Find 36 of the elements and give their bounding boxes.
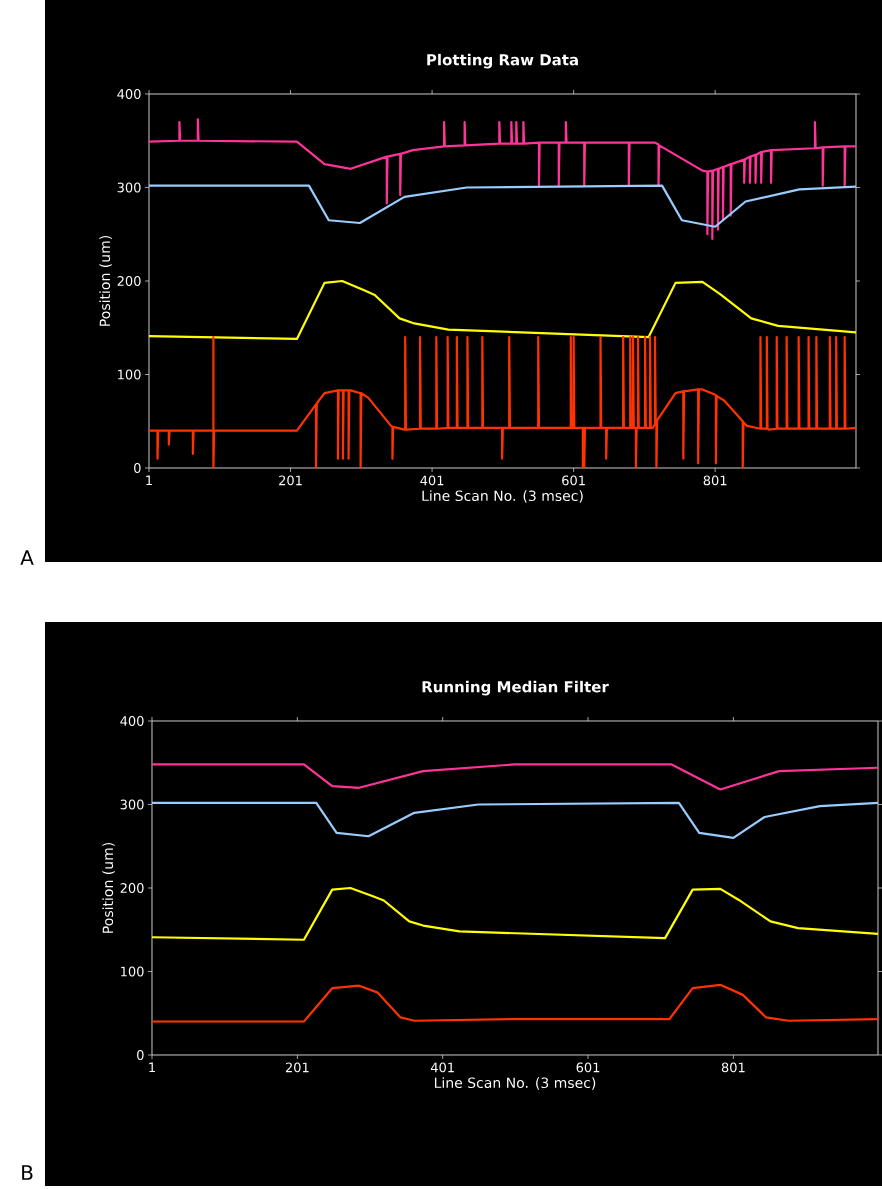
y-tick-label: 400 [117,89,141,99]
y-tick-label: 100 [117,369,141,380]
x-tick-label: 801 [703,475,727,486]
y-axis-title: Position (um) [102,842,115,933]
y-tick-label: 300 [120,799,144,810]
x-axis-title: Line Scan No. (3 msec) [422,490,583,503]
chart-title: Plotting Raw Data [427,53,578,69]
y-axis-title: Position (um) [99,235,112,326]
line-series [151,983,878,1023]
y-tick-label: 400 [120,716,144,726]
line-series [148,279,856,341]
x-tick-label: 201 [285,1062,309,1073]
line-series [151,801,878,839]
y-tick-label: 0 [136,1050,144,1060]
chart-title: Running Median Filter [422,680,609,696]
x-axis-title: Line Scan No. (3 msec) [434,1077,596,1090]
x-tick-label: 1 [146,475,152,485]
x-tick-label: 1 [149,1062,155,1072]
x-tick-label: 401 [430,1062,454,1073]
x-tick-label: 201 [278,475,302,486]
y-tick-label: 0 [133,463,141,473]
line-series [148,184,856,228]
x-tick-label: 401 [420,475,444,486]
line-series [151,763,878,791]
y-tick-label: 300 [117,182,141,193]
y-tick-label: 100 [120,966,144,977]
x-tick-label: 801 [721,1062,745,1073]
y-tick-label: 200 [120,883,144,893]
text: B [21,1165,33,1180]
line-series [148,335,856,468]
x-tick-label: 601 [561,475,585,486]
line-series [148,118,856,241]
text: A [20,550,34,565]
line-series [151,886,878,941]
y-tick-label: 200 [117,276,141,286]
x-tick-label: 601 [576,1062,600,1073]
